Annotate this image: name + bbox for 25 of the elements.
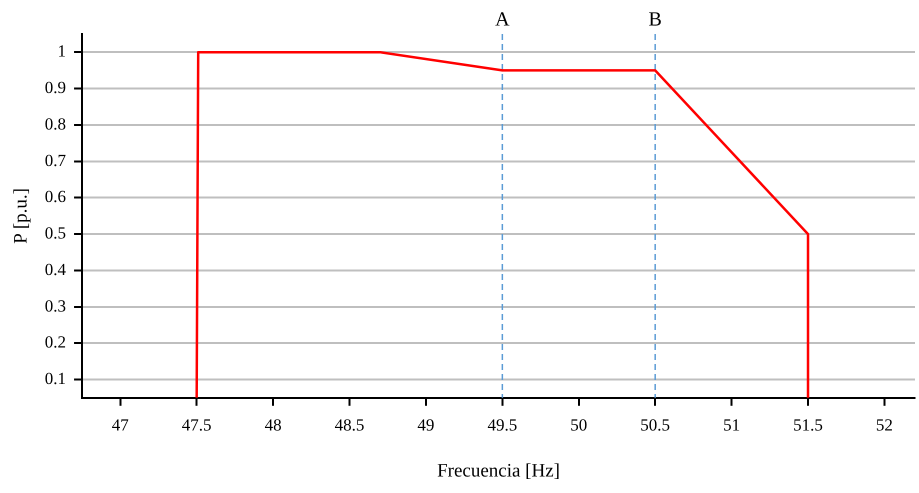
y-tick-label: 0.6 (44, 187, 66, 206)
x-tick-label: 47.5 (182, 415, 212, 434)
y-tick-label: 0.9 (44, 78, 66, 98)
y-tick-label: 0.2 (44, 332, 66, 352)
x-tick-label: 48 (264, 415, 282, 434)
y-tick-label: 0.8 (44, 114, 66, 134)
x-tick-label: 50.5 (640, 415, 670, 434)
x-tick-label: 51.5 (793, 415, 823, 434)
x-tick-label: 48.5 (334, 415, 364, 434)
x-tick-label: 52 (876, 415, 893, 434)
ref-line-label: A (495, 8, 510, 30)
x-axis-title: Frecuencia [Hz] (437, 460, 560, 482)
x-tick-label: 47 (112, 415, 130, 434)
y-tick-label: 1 (58, 42, 66, 61)
y-tick-label: 0.1 (44, 369, 66, 388)
y-tick-label: 0.3 (44, 296, 66, 316)
y-tick-label: 0.4 (44, 260, 67, 279)
y-tick-label: 0.7 (44, 150, 67, 170)
x-tick-label: 49.5 (487, 415, 518, 434)
x-tick-label: 50 (570, 415, 588, 434)
x-tick-label: 51 (723, 415, 740, 434)
x-tick-label: 49 (417, 415, 434, 434)
ref-line-label: B (648, 8, 662, 30)
y-axis-title: P [p.u.] (10, 188, 32, 244)
y-tick-label: 0.5 (44, 224, 66, 243)
